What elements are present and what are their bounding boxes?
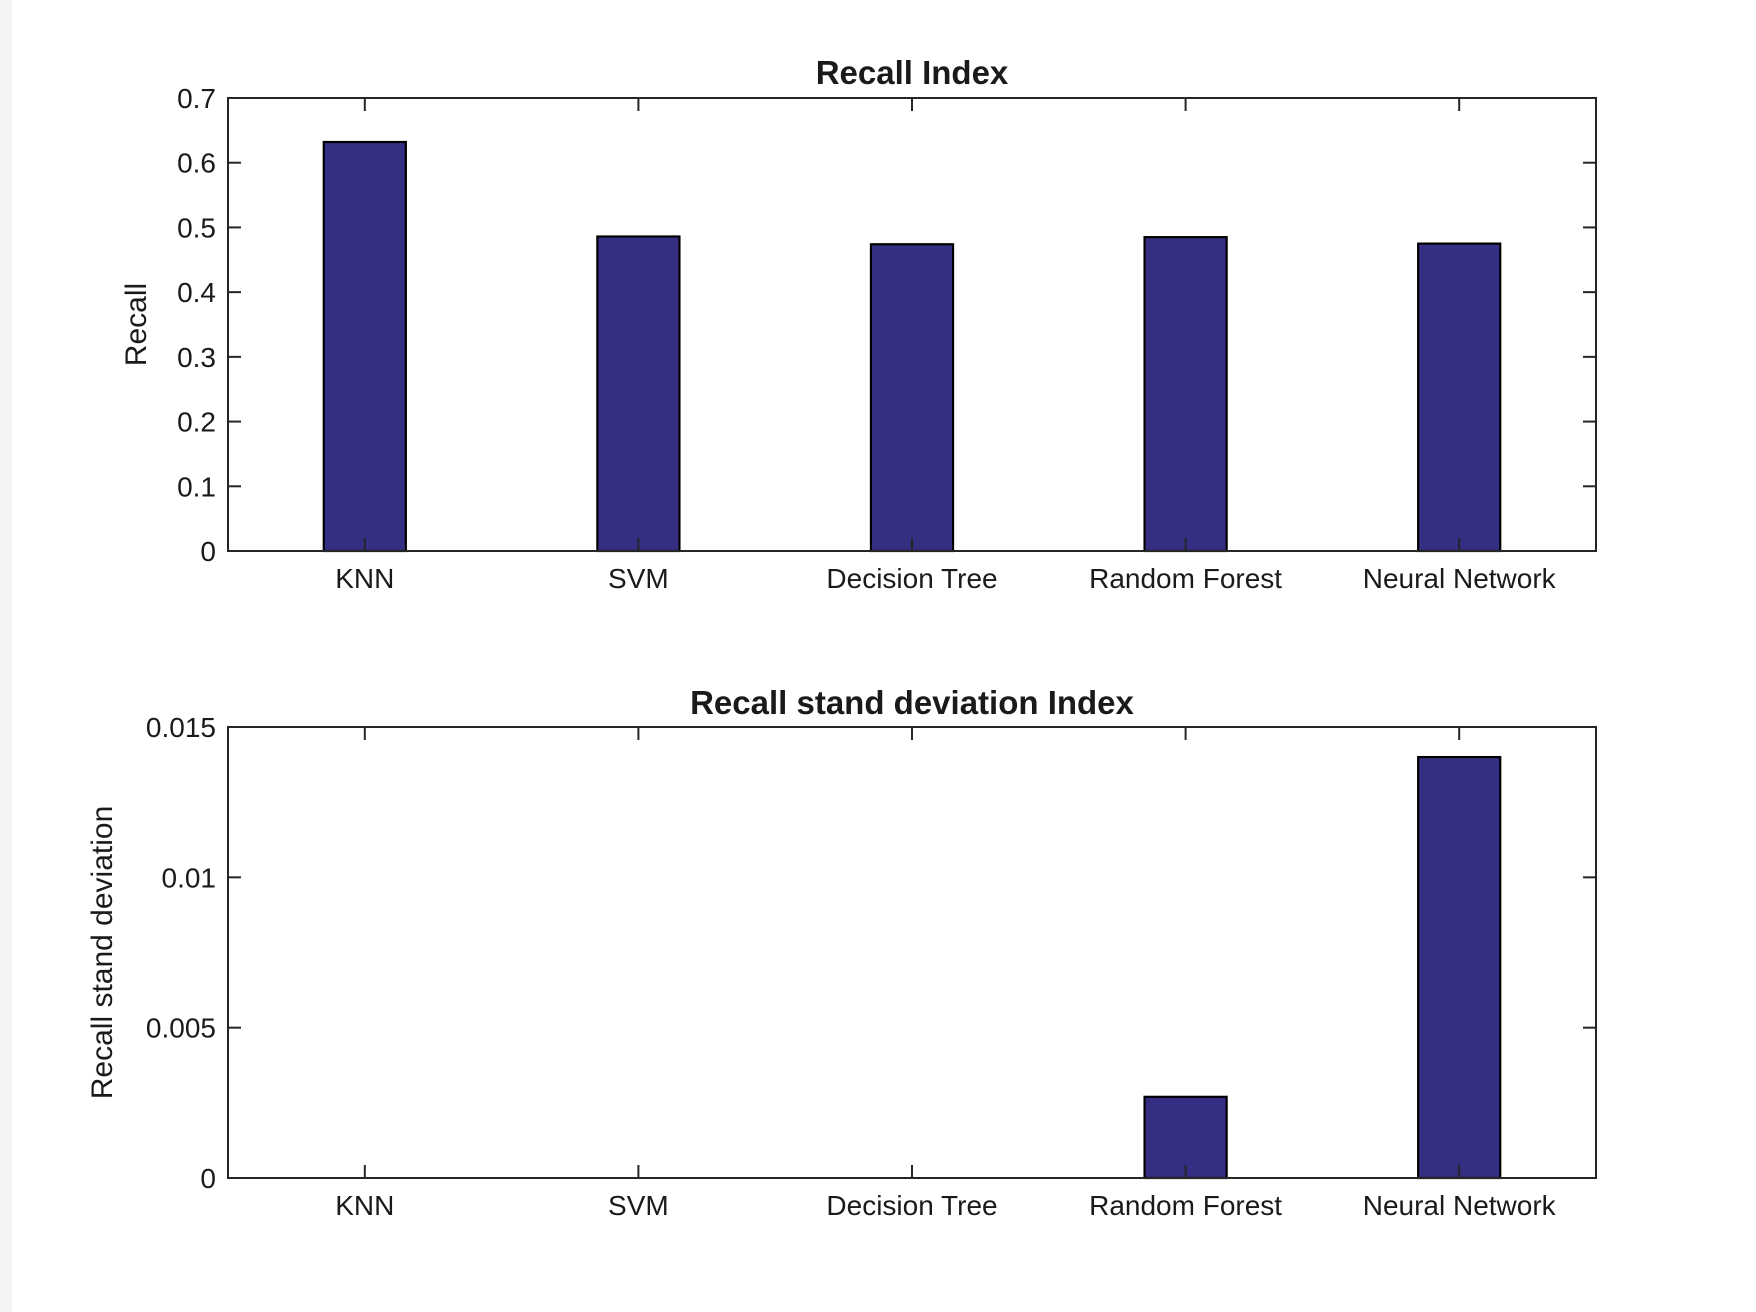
y-tick-label: 0.2 — [177, 407, 216, 438]
y-tick-label: 0.4 — [177, 277, 216, 308]
x-tick-label: Random Forest — [1089, 1190, 1282, 1221]
y-tick-label: 0 — [200, 1163, 216, 1194]
bars — [322, 140, 1502, 553]
x-tick-labels: KNN SVM Decision Tree Random Forest Neural N… — [335, 1190, 1556, 1221]
bar-random-forest — [1143, 236, 1228, 553]
chart-title: Recall Index — [816, 54, 1009, 91]
bar-decision-tree — [869, 243, 955, 553]
recall-std-chart: Recall stand deviation Index Recall stan… — [86, 684, 1597, 1221]
y-tick-label: 0.6 — [177, 148, 216, 179]
y-tick-label: 0.7 — [177, 83, 216, 114]
bar-neural-network — [1417, 242, 1502, 553]
x-tick-label: KNN — [335, 563, 394, 594]
y-tick-label: 0.3 — [177, 342, 216, 373]
bar-svm — [596, 235, 681, 553]
bar-random-forest — [1143, 1095, 1228, 1180]
bars — [1143, 755, 1502, 1180]
y-axis-label: Recall stand deviation — [86, 806, 119, 1100]
x-tick-label: SVM — [608, 563, 669, 594]
tick-marks — [228, 97, 1596, 552]
y-tick-label: 0.015 — [146, 712, 216, 743]
recall-chart: Recall Index Recall 00.10.20.30.40.50.60… — [120, 54, 1597, 594]
x-tick-label: Decision Tree — [826, 1190, 997, 1221]
x-tick-label: Decision Tree — [826, 563, 997, 594]
left-margin-strip — [0, 0, 12, 1312]
bar-neural-network — [1417, 755, 1502, 1180]
y-tick-labels: 0 0.005 0.01 0.015 — [146, 712, 216, 1194]
y-tick-label: 0.01 — [162, 862, 217, 893]
y-tick-label: 0.1 — [177, 471, 216, 502]
bar-knn — [322, 140, 407, 553]
chart-title: Recall stand deviation Index — [690, 684, 1134, 721]
x-tick-label: KNN — [335, 1190, 394, 1221]
y-tick-label: 0 — [200, 536, 216, 567]
tick-marks — [228, 726, 1596, 1179]
y-tick-label: 0.005 — [146, 1013, 216, 1044]
y-tick-labels: 0 0.1 0.2 0.3 0.4 0.5 0.6 0.7 — [177, 83, 216, 567]
x-tick-label: SVM — [608, 1190, 669, 1221]
x-tick-label: Neural Network — [1363, 1190, 1557, 1221]
y-tick-label: 0.5 — [177, 212, 216, 243]
x-tick-label: Neural Network — [1363, 563, 1557, 594]
y-axis-label: Recall — [120, 283, 153, 366]
x-tick-label: Random Forest — [1089, 563, 1282, 594]
x-tick-labels: KNN SVM Decision Tree Random Forest Neural N… — [335, 563, 1556, 594]
axes-frame — [227, 726, 1597, 1179]
